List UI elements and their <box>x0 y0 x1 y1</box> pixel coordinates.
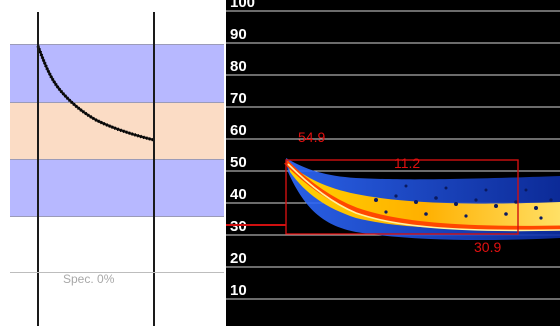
band-boundary-line <box>10 216 224 217</box>
right-cursor-line[interactable] <box>153 12 155 326</box>
spec-separator <box>10 272 224 273</box>
scale-tick-label-60: 60 <box>230 122 247 139</box>
measurement-box[interactable] <box>285 159 519 235</box>
measurement-overlay[interactable]: 54.9 11.2 30.9 <box>226 129 519 255</box>
upper-blue-band <box>10 44 224 102</box>
band-boundary-line <box>10 102 224 103</box>
scale-tick-label-40: 40 <box>230 186 247 203</box>
scale-tick-label-20: 20 <box>230 250 247 267</box>
scale-tick-label-50: 50 <box>230 154 247 171</box>
scale-tick-label-80: 80 <box>230 58 247 75</box>
trend-curve <box>36 45 155 142</box>
scale-tick-label-30: 30 <box>230 218 247 235</box>
peak-value-label: 54.9 <box>298 129 325 145</box>
spectrogram-panel[interactable]: 100 90 80 70 60 50 40 30 20 10 <box>226 0 560 326</box>
spectrum-speckles <box>374 184 553 220</box>
band-boundary-line <box>10 44 224 45</box>
grid-layer: 100 90 80 70 60 50 40 30 20 10 <box>226 0 560 300</box>
scale-tick-label-70: 70 <box>230 90 247 107</box>
band-boundary-line <box>10 159 224 160</box>
spectrogram-canvas: 100 90 80 70 60 50 40 30 20 10 <box>226 0 560 300</box>
spec-label: Spec. 0% <box>63 272 115 286</box>
interval-value-label: 11.2 <box>394 155 420 171</box>
trend-curve-layer <box>36 45 155 142</box>
scale-tick-label-10: 10 <box>230 282 247 299</box>
lower-blue-band <box>10 159 224 216</box>
trend-panel: Spec. 0% <box>0 0 226 326</box>
min-value-label: 30.9 <box>474 239 501 255</box>
trend-curve-dots <box>36 45 155 142</box>
scale-tick-label-100: 100 <box>230 0 255 11</box>
peach-band <box>10 102 224 159</box>
scale-tick-label-90: 90 <box>230 26 247 43</box>
spectrum-peak-core <box>287 163 560 232</box>
left-cursor-line[interactable] <box>37 12 39 326</box>
